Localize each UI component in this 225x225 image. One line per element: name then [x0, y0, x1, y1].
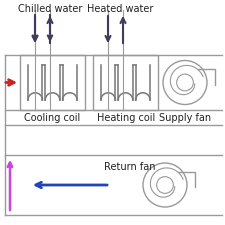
Text: Cooling coil: Cooling coil	[24, 113, 80, 123]
Text: Return fan: Return fan	[104, 162, 156, 172]
Bar	[93, 55, 158, 110]
Text: Supply fan: Supply fan	[159, 113, 211, 123]
Text: Chilled water: Chilled water	[18, 4, 82, 14]
Text: Heating coil: Heating coil	[97, 113, 155, 123]
Text: Heated water: Heated water	[87, 4, 153, 14]
Bar	[20, 55, 85, 110]
